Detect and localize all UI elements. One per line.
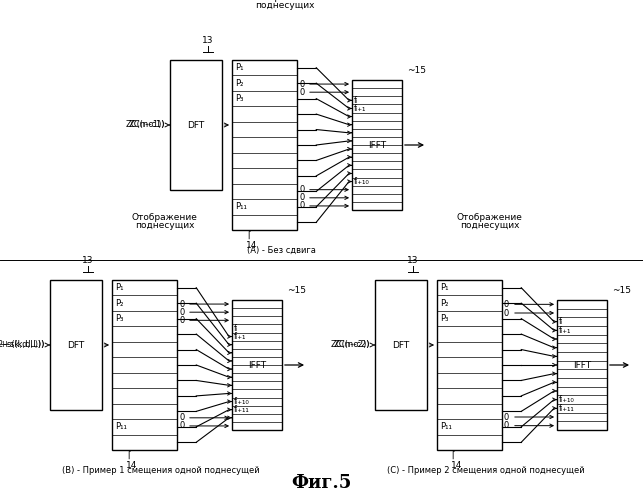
Text: P₃: P₃ [440, 314, 448, 323]
Text: Отображение: Отображение [251, 0, 318, 2]
Text: 0: 0 [299, 88, 304, 96]
Text: поднесущих: поднесущих [135, 221, 194, 230]
Bar [232, 300, 282, 430]
Text: P₃: P₃ [115, 314, 123, 323]
Text: P₁: P₁ [235, 63, 244, 72]
Text: fᵢ₊₁₁: fᵢ₊₁₁ [559, 404, 575, 413]
Text: ZC(n-c2): ZC(n-c2) [334, 340, 370, 349]
Text: (C) - Пример 2 смещения одной поднесущей: (C) - Пример 2 смещения одной поднесущей [387, 466, 585, 475]
Text: (A) - Без сдвига: (A) - Без сдвига [246, 246, 316, 255]
Text: Отображение: Отображение [132, 213, 197, 222]
Bar [557, 300, 607, 430]
Text: 0: 0 [299, 185, 304, 194]
Text: P₁: P₁ [115, 283, 123, 292]
Text: ZC(n-c2+s(k,d,L)): ZC(n-c2+s(k,d,L)) [0, 340, 45, 349]
Bar [170, 60, 222, 190]
Bar [375, 280, 427, 410]
Text: fᵢ₊₁₀: fᵢ₊₁₀ [234, 397, 249, 406]
Text: Фиг.5: Фиг.5 [291, 474, 351, 492]
Text: P₁₁: P₁₁ [115, 422, 127, 432]
Text: 14: 14 [126, 461, 137, 470]
Text: ZC(n-c1)): ZC(n-c1)) [125, 120, 165, 130]
Text: ⌈: ⌈ [452, 452, 455, 461]
Text: P₁: P₁ [440, 283, 449, 292]
Text: 0: 0 [299, 194, 304, 202]
Text: ZC(n-c2)): ZC(n-c2)) [331, 340, 370, 349]
Text: 13: 13 [82, 256, 94, 265]
Text: 13: 13 [407, 256, 419, 265]
Text: 0: 0 [179, 422, 185, 430]
Text: ~15: ~15 [287, 286, 306, 295]
Text: 0: 0 [504, 421, 509, 430]
Text: ZC(n-c2+s(k,d,L))): ZC(n-c2+s(k,d,L))) [0, 340, 45, 349]
Text: fᵢ₊₁: fᵢ₊₁ [559, 326, 572, 335]
Bar [437, 280, 502, 450]
Text: 0: 0 [179, 308, 185, 316]
Bar [50, 280, 102, 410]
Text: 0: 0 [504, 300, 509, 309]
Text: IFFT: IFFT [248, 360, 266, 370]
Text: IFFT: IFFT [368, 140, 386, 149]
Bar [232, 60, 297, 230]
Text: P₃: P₃ [235, 94, 243, 103]
Text: ⌈: ⌈ [247, 232, 250, 241]
Text: Отображение: Отображение [457, 213, 522, 222]
Text: ZC(n-c1): ZC(n-c1) [129, 120, 165, 130]
Text: P₂: P₂ [235, 78, 243, 88]
Text: IFFT: IFFT [573, 360, 591, 370]
Text: 0: 0 [299, 80, 304, 88]
Bar [352, 80, 402, 210]
Text: ⌈: ⌈ [127, 452, 131, 461]
Text: 0: 0 [179, 316, 185, 325]
Text: ~15: ~15 [612, 286, 631, 295]
Bar [112, 280, 177, 450]
Text: P₂: P₂ [115, 298, 123, 308]
Text: fᵢ: fᵢ [559, 317, 563, 326]
Text: fᵢ₊₁: fᵢ₊₁ [234, 332, 246, 341]
Text: fᵢ₊₁: fᵢ₊₁ [354, 104, 367, 113]
Text: DFT: DFT [392, 340, 410, 349]
Text: 0: 0 [299, 202, 304, 210]
Text: (B) - Пример 1 смещения одной поднесущей: (B) - Пример 1 смещения одной поднесущей [62, 466, 260, 475]
Text: 0: 0 [504, 412, 509, 422]
Text: fᵢ₊₁₀: fᵢ₊₁₀ [559, 395, 575, 404]
Text: DFT: DFT [68, 340, 85, 349]
Text: P₁₁: P₁₁ [440, 422, 452, 432]
Text: fᵢ: fᵢ [234, 324, 239, 333]
Text: DFT: DFT [187, 120, 204, 130]
Text: 0: 0 [179, 414, 185, 422]
Text: P₁₁: P₁₁ [235, 202, 247, 211]
Text: P₂: P₂ [440, 298, 448, 308]
Text: 14: 14 [451, 461, 462, 470]
Text: fᵢ: fᵢ [354, 96, 359, 105]
Text: fᵢ₊₁₀: fᵢ₊₁₀ [354, 177, 370, 186]
Text: fᵢ₊₁₁: fᵢ₊₁₁ [234, 405, 249, 414]
Text: поднесущих: поднесущих [460, 221, 520, 230]
Text: 13: 13 [203, 36, 213, 45]
Text: поднесущих: поднесущих [255, 1, 314, 10]
Text: 14: 14 [246, 241, 257, 250]
Text: ~15: ~15 [407, 66, 426, 75]
Text: 0: 0 [179, 300, 185, 308]
Text: 0: 0 [504, 308, 509, 318]
